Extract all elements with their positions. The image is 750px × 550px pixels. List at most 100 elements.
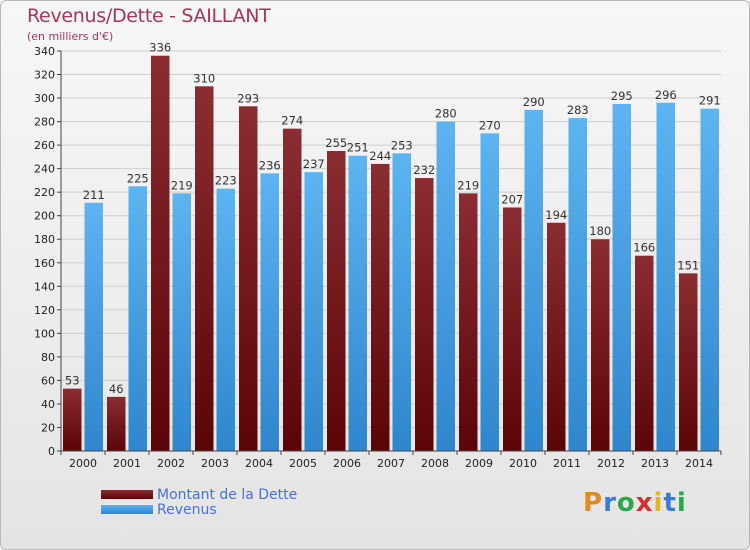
bar-dette xyxy=(327,151,346,451)
bar-revenus xyxy=(392,153,411,451)
y-tick-label: 180 xyxy=(34,233,55,246)
bars xyxy=(63,55,719,452)
value-label-revenus: 236 xyxy=(259,158,281,172)
bar-revenus xyxy=(568,118,587,451)
value-label-dette: 166 xyxy=(633,241,655,255)
logo-letter: r xyxy=(603,488,617,518)
y-tick-label: 60 xyxy=(41,374,55,387)
value-label-dette: 219 xyxy=(457,178,479,192)
chart-subtitle: (en milliers d'€) xyxy=(27,30,114,43)
x-tick-label: 2011 xyxy=(553,457,581,470)
y-tick-label: 40 xyxy=(41,398,55,411)
value-label-dette: 232 xyxy=(413,163,435,177)
y-tick-label: 140 xyxy=(34,280,55,293)
bar-revenus xyxy=(348,155,367,452)
x-tick-label: 2009 xyxy=(465,457,493,470)
logo-letter: x xyxy=(635,488,654,518)
value-label-revenus: 283 xyxy=(567,103,589,117)
bar-dette xyxy=(547,222,566,451)
value-label-dette: 207 xyxy=(501,192,523,206)
y-tick-label: 20 xyxy=(41,421,55,434)
value-label-revenus: 295 xyxy=(611,89,633,103)
value-label-dette: 244 xyxy=(369,149,391,163)
bar-dette xyxy=(679,273,698,451)
bar-dette xyxy=(107,396,126,451)
x-tick-label: 2014 xyxy=(685,457,713,470)
value-label-revenus: 251 xyxy=(347,141,369,155)
logo-letter: o xyxy=(616,488,636,518)
bar-revenus xyxy=(304,172,323,452)
y-tick-label: 100 xyxy=(34,327,55,340)
x-tick-label: 2003 xyxy=(201,457,229,470)
value-label-dette: 310 xyxy=(193,71,215,85)
value-label-dette: 274 xyxy=(281,114,303,128)
bar-revenus xyxy=(700,108,719,451)
bar-dette xyxy=(195,86,214,451)
y-tick-label: 300 xyxy=(34,92,55,105)
y-tick-label: 120 xyxy=(34,304,55,317)
value-label-dette: 46 xyxy=(109,382,124,396)
y-tick-label: 340 xyxy=(34,45,55,58)
legend-label-debt: Montant de la Dette xyxy=(157,486,298,503)
x-tick-label: 2000 xyxy=(69,457,97,470)
bar-dette xyxy=(503,207,522,451)
bar-revenus xyxy=(172,193,191,451)
value-label-revenus: 290 xyxy=(523,95,545,109)
bar-revenus xyxy=(84,202,103,451)
x-tick-label: 2012 xyxy=(597,457,625,470)
value-label-dette: 194 xyxy=(545,208,567,222)
value-label-dette: 293 xyxy=(237,91,259,105)
logo-letter: i xyxy=(676,488,687,518)
x-tick-label: 2008 xyxy=(421,457,449,470)
x-tick-label: 2002 xyxy=(157,457,185,470)
value-label-dette: 53 xyxy=(65,374,80,388)
value-label-dette: 151 xyxy=(677,258,699,272)
value-label-dette: 180 xyxy=(589,224,611,238)
bar-dette xyxy=(591,239,610,451)
grid xyxy=(61,50,721,452)
axes: 0 20 40 60 80 100 120 140 160 180 200 220 240 260 280 3… xyxy=(34,45,722,470)
y-tick-label: 220 xyxy=(34,186,55,199)
value-label-revenus: 223 xyxy=(215,174,237,188)
y-tick-label: 320 xyxy=(34,69,55,82)
x-tick-label: 2013 xyxy=(641,457,669,470)
y-tick-label: 260 xyxy=(34,139,55,152)
legend-item-debt: Montant de la Dette xyxy=(101,486,298,503)
proxiti-logo: Proxiti xyxy=(583,488,687,518)
bar-dette xyxy=(239,106,258,451)
value-label-revenus: 237 xyxy=(303,157,325,171)
x-tick-label: 2004 xyxy=(245,457,273,470)
logo-letter: t xyxy=(663,488,677,518)
value-label-revenus: 219 xyxy=(171,178,193,192)
y-tick-label: 280 xyxy=(34,116,55,129)
y-tick-label: 80 xyxy=(41,351,55,364)
bar-dette xyxy=(635,255,654,451)
value-label-revenus: 253 xyxy=(391,138,413,152)
legend-item-revenus: Revenus xyxy=(101,501,297,518)
bar-dette xyxy=(371,163,390,452)
value-label-revenus: 280 xyxy=(435,107,457,121)
legend-swatch-debt xyxy=(101,490,153,499)
value-label-revenus: 270 xyxy=(479,118,501,132)
y-tick-label: 240 xyxy=(34,163,55,176)
y-tick-label: 0 xyxy=(48,445,55,458)
chart-title: Revenus/Dette - SAILLANT xyxy=(27,5,271,27)
bar-dette xyxy=(283,128,302,451)
bar-revenus xyxy=(656,102,675,451)
bar-dette xyxy=(415,178,434,451)
bar-revenus xyxy=(524,109,543,451)
value-label-dette: 255 xyxy=(325,136,347,150)
value-label-revenus: 211 xyxy=(83,188,105,202)
x-tick-label: 2007 xyxy=(377,457,405,470)
bar-dette xyxy=(151,55,170,452)
legend-label-revenus: Revenus xyxy=(157,501,217,518)
y-tick-label: 160 xyxy=(34,257,55,270)
value-label-revenus: 225 xyxy=(127,171,149,185)
legend: Montant de la Dette Revenus xyxy=(101,486,298,518)
bar-dette xyxy=(63,388,82,451)
bar-revenus xyxy=(612,103,631,452)
logo-letter: i xyxy=(653,488,664,518)
